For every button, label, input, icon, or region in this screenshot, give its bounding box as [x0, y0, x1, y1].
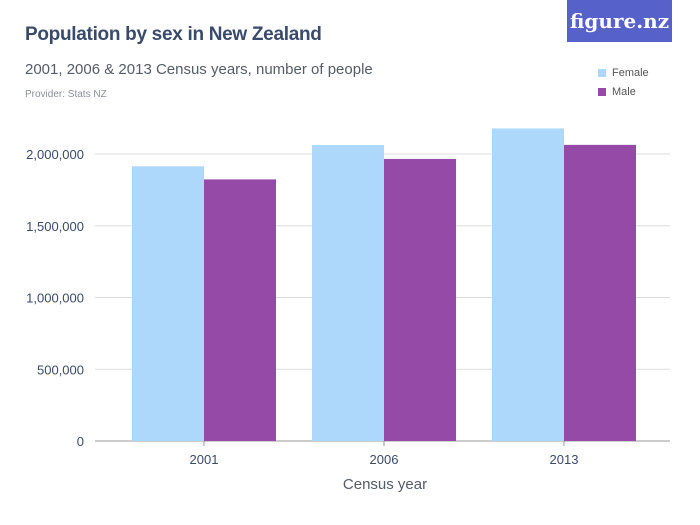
y-tick-label: 2,000,000: [26, 147, 84, 162]
legend-swatch-male: [598, 88, 606, 96]
chart-title: Population by sex in New Zealand: [25, 24, 322, 45]
y-tick-label: 500,000: [37, 362, 84, 377]
legend-item-female: Female: [598, 67, 649, 79]
y-tick-label: 1,500,000: [26, 219, 84, 234]
legend-swatch-female: [598, 69, 606, 77]
x-axis-label: Census year: [343, 476, 427, 493]
figure-nz-logo[interactable]: figure.nz: [567, 0, 672, 42]
x-tick-label: 2001: [190, 452, 219, 467]
provider-note: Provider: Stats NZ: [25, 89, 107, 100]
bar-female-2006: [312, 145, 384, 441]
y-tick-label: 0: [77, 434, 84, 449]
bar-female-2013: [492, 128, 564, 441]
legend-label-male: Male: [612, 86, 636, 98]
bar-male-2013: [564, 144, 636, 441]
legend-item-male: Male: [598, 86, 636, 98]
legend-label-female: Female: [612, 67, 649, 79]
y-tick-label: 1,000,000: [26, 291, 84, 306]
x-tick-label: 2006: [370, 452, 399, 467]
bar-male-2006: [384, 158, 456, 441]
chart-subtitle: 2001, 2006 & 2013 Census years, number o…: [25, 61, 373, 78]
x-tick-label: 2013: [550, 452, 579, 467]
bar-female-2001: [132, 166, 204, 441]
bar-male-2001: [204, 179, 276, 441]
